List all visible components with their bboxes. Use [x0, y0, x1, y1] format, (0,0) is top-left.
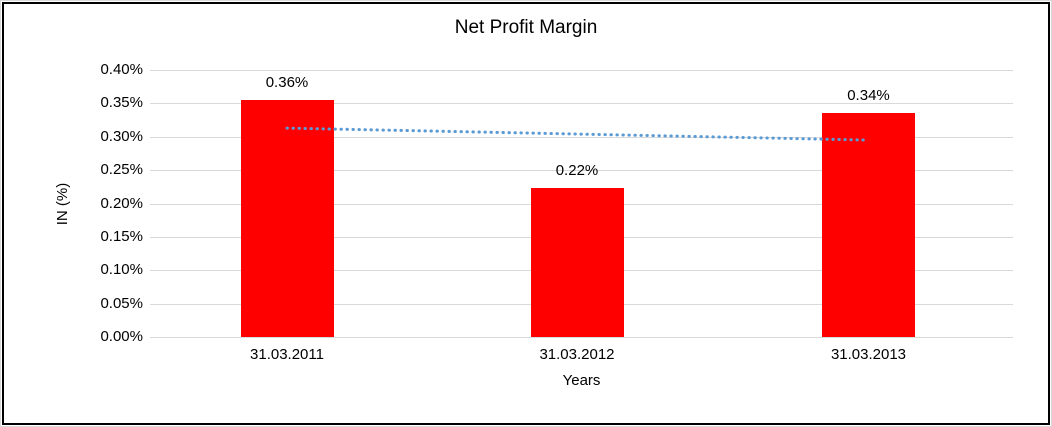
gridline [150, 170, 1013, 172]
bar-31.03.2011 [240, 100, 334, 337]
gridline [150, 337, 1013, 338]
x-tick-label-31.03.2013: 31.03.2013 [830, 346, 907, 363]
bar-31.03.2013 [822, 112, 915, 337]
chart-title: Net Profit Margin [454, 17, 598, 38]
data-label-31.03.2011: 0.36% [265, 74, 309, 92]
gridline [150, 70, 1013, 71]
data-label-31.03.2013: 0.34% [847, 86, 890, 104]
y-tick-label: 0.05% [100, 294, 143, 312]
y-tick-label: 0.35% [100, 94, 143, 112]
y-tick-label: 0.20% [100, 194, 143, 212]
y-tick-label: 0.00% [100, 328, 143, 345]
y-tick-label: 0.10% [100, 261, 143, 279]
y-tick-label: 0.30% [100, 127, 143, 145]
y-tick-label: 0.25% [100, 161, 143, 179]
x-tick-label-31.03.2011: 31.03.2011 [250, 346, 324, 363]
y-tick-label: 0.15% [100, 227, 143, 245]
plot-area [150, 70, 1013, 338]
bar-31.03.2012 [530, 188, 624, 337]
gridline [150, 103, 1013, 105]
x-tick-label-31.03.2012: 31.03.2012 [539, 346, 615, 363]
data-label-31.03.2012: 0.22% [555, 162, 599, 180]
x-axis-title: Years [562, 372, 601, 389]
y-tick-label: 0.40% [100, 61, 143, 78]
